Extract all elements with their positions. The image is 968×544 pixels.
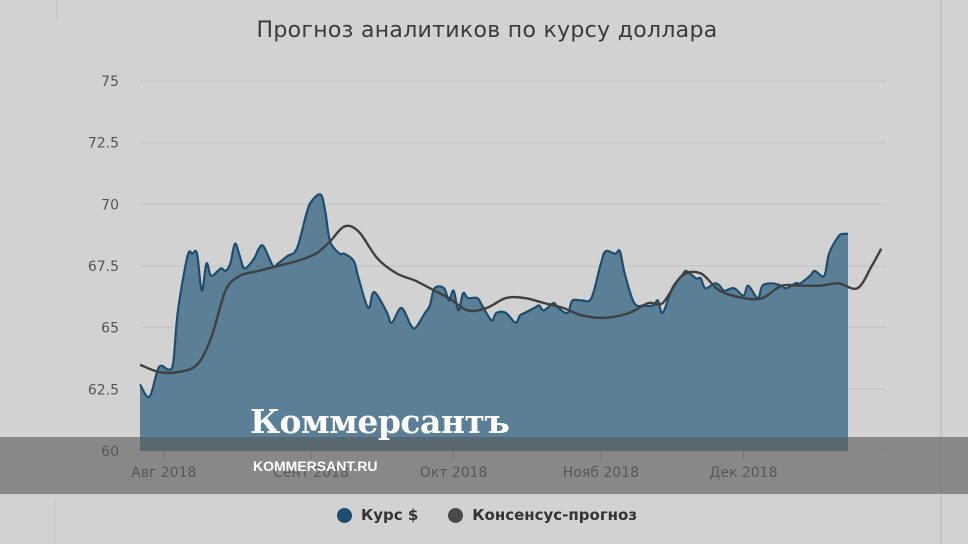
legend-item-rate[interactable]: Курс $ <box>336 506 419 524</box>
watermark-band <box>0 437 968 494</box>
y-tick-label: 75 <box>101 74 119 90</box>
y-tick-label: 72.5 <box>88 136 119 152</box>
legend-item-consensus[interactable]: Консенсус-прогноз <box>448 506 637 524</box>
series-line-consensus <box>139 224 883 375</box>
legend-label-rate: Курс $ <box>360 506 419 524</box>
series-layer <box>139 193 883 451</box>
series-area-rate <box>140 194 848 451</box>
series-line-rate <box>139 193 849 399</box>
chart-title: Прогноз аналитиков по курсу доллара <box>256 18 718 43</box>
watermark-url: KOMMERSANT.RU <box>253 458 378 474</box>
y-tick-label: 70 <box>101 197 119 213</box>
watermark-logo: Коммерсантъ <box>250 402 510 441</box>
legend-marker-rate <box>336 507 352 523</box>
y-tick-label: 62.5 <box>88 382 119 398</box>
y-tick-label: 65 <box>101 321 119 337</box>
frame-line <box>54 500 55 544</box>
y-tick-label: 67.5 <box>88 259 119 275</box>
frame-line <box>940 0 942 544</box>
legend-label-consensus: Консенсус-прогноз <box>472 506 638 524</box>
legend-marker-consensus <box>448 507 464 523</box>
chart-legend: Курс $ Консенсус-прогноз <box>0 506 968 524</box>
frame-line <box>56 0 57 20</box>
